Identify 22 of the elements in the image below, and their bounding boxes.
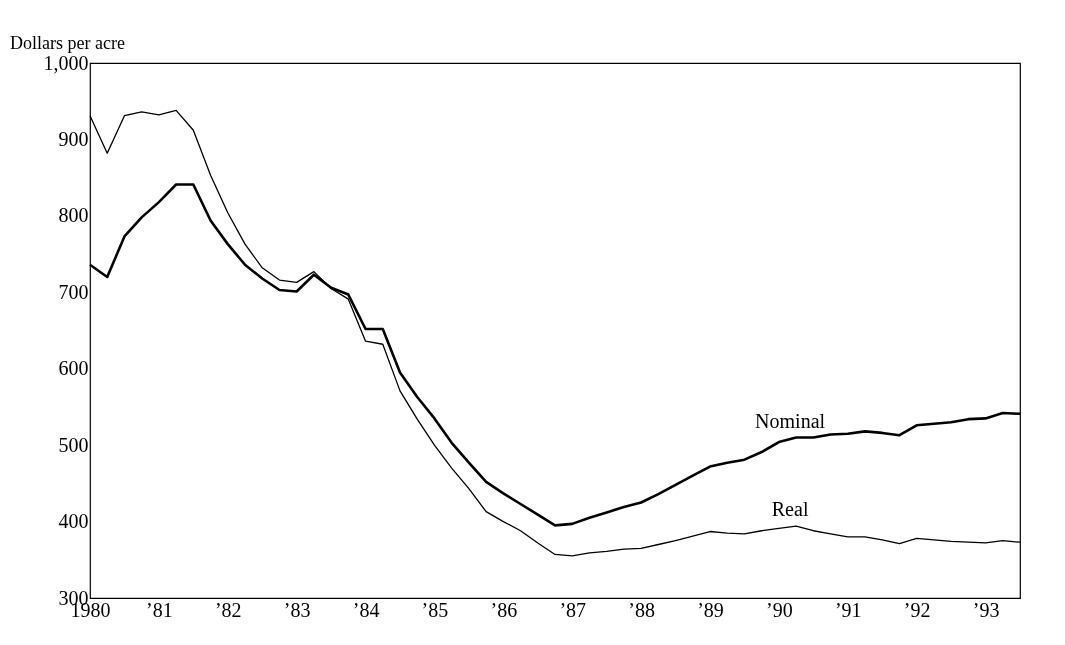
y-tick-label: 900	[58, 127, 89, 150]
x-tick-label: ’81	[146, 598, 173, 621]
x-tick-label: ’84	[352, 598, 380, 621]
x-tick-label: ’86	[490, 598, 518, 621]
x-tick-label: ’87	[559, 598, 587, 621]
y-axis-title: Dollars per acre	[10, 33, 125, 53]
x-tick-label: ’92	[903, 598, 931, 621]
x-tick-label: ’89	[697, 598, 724, 621]
y-tick-label: 500	[58, 433, 89, 456]
y-tick-label: 400	[58, 510, 89, 533]
x-tick-label: ’88	[628, 598, 655, 621]
x-tick-label: ’93	[972, 598, 1000, 621]
x-tick-label: ’91	[834, 598, 862, 621]
x-tick-label: ’90	[766, 598, 793, 621]
series-label: Real	[771, 498, 809, 521]
x-tick-label: ’85	[421, 598, 449, 621]
y-tick-label: 700	[58, 280, 89, 303]
series-label: Nominal	[755, 409, 826, 432]
y-tick-label: 800	[58, 204, 89, 227]
y-tick-label: 600	[58, 357, 89, 380]
x-tick-label: ’82	[214, 598, 242, 621]
x-tick-label: ’83	[283, 598, 311, 621]
